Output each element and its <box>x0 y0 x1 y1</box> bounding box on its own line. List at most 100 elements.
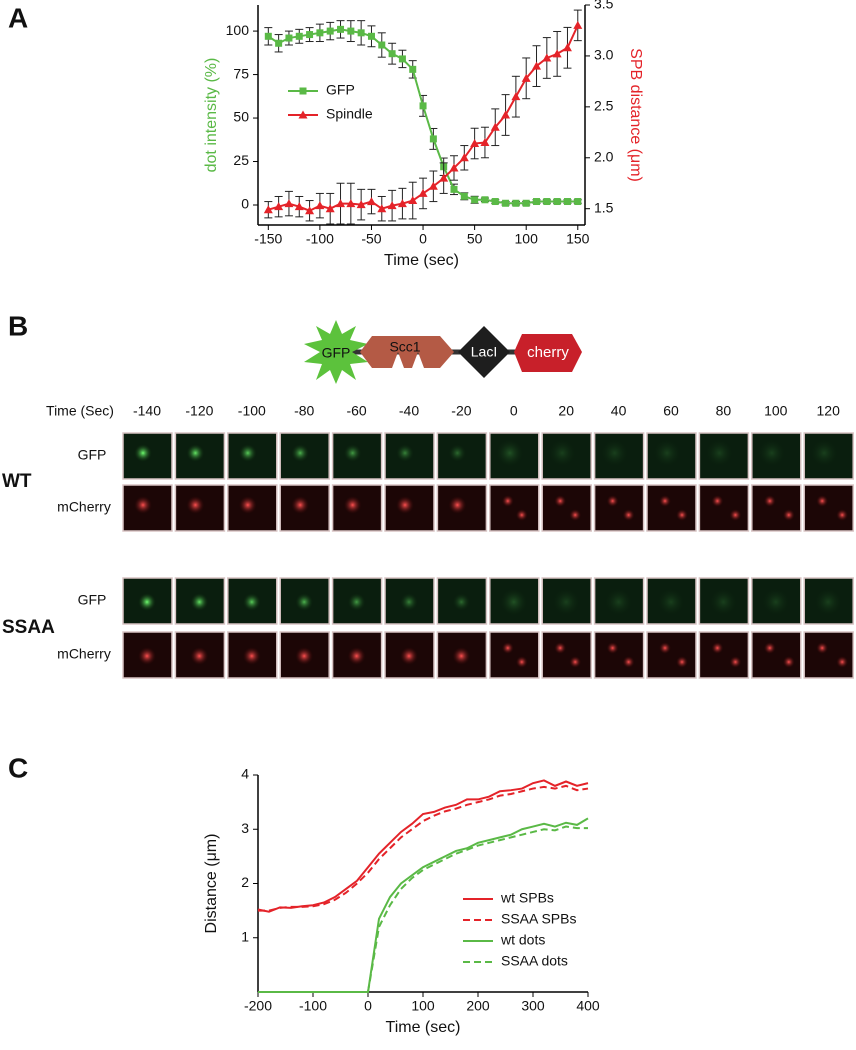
fluorescent-spot <box>295 647 314 665</box>
legend-label: Spindle <box>326 106 373 122</box>
fluorescent-spot <box>705 439 734 467</box>
micrograph <box>593 631 645 679</box>
marker <box>552 49 562 58</box>
time-label: 60 <box>663 403 679 419</box>
x-tick-label: -100 <box>306 231 334 247</box>
panel-label: C <box>8 752 28 783</box>
marker <box>450 185 458 193</box>
fluorescent-spot <box>400 593 418 611</box>
marker <box>378 41 386 49</box>
strain-label: WT <box>2 471 32 492</box>
fluorescent-spot <box>238 496 257 514</box>
marker <box>502 199 510 207</box>
channel-label: mCherry <box>57 499 111 515</box>
fluorescent-spot <box>347 593 366 611</box>
marker <box>326 27 334 35</box>
fluorescent-spot <box>782 656 795 668</box>
time-label: 20 <box>558 403 574 419</box>
legend-label: SSAA SPBs <box>501 911 576 927</box>
fluorescent-spot <box>761 588 790 616</box>
x-tick-label: -200 <box>244 998 272 1014</box>
fluorescent-spot <box>763 495 776 507</box>
construct-label: cherry <box>527 344 569 361</box>
marker <box>542 53 552 62</box>
fluorescent-spot <box>347 647 366 665</box>
marker <box>573 20 583 29</box>
fluorescent-spot <box>452 647 471 665</box>
y-tick-label: 100 <box>226 22 250 38</box>
fluorescent-spot <box>400 647 418 665</box>
marker <box>419 102 427 110</box>
marker <box>481 196 489 204</box>
marker <box>460 192 468 200</box>
marker <box>285 34 293 42</box>
marker <box>305 206 315 215</box>
marker <box>274 202 284 211</box>
series-line <box>258 784 589 912</box>
y2-tick-label: 3.0 <box>594 47 614 63</box>
fluorescent-spot <box>242 647 261 665</box>
x-tick-label: 100 <box>515 231 539 247</box>
marker <box>388 50 396 58</box>
legend-label: GFP <box>326 82 355 98</box>
marker <box>543 198 551 206</box>
fluorescent-spot <box>816 642 829 654</box>
fluorescent-spot <box>515 656 528 668</box>
y2-tick-label: 3.5 <box>594 0 614 12</box>
marker <box>284 199 294 208</box>
fluorescent-spot <box>659 642 671 654</box>
marker <box>449 163 459 172</box>
x-tick-label: 50 <box>467 231 483 247</box>
marker <box>366 197 376 206</box>
marker <box>377 204 387 213</box>
panel-label: A <box>8 2 28 33</box>
fluorescent-spot <box>501 495 514 507</box>
micrograph <box>698 484 750 532</box>
fluorescent-spot <box>763 642 776 654</box>
y-axis-label: Distance (μm) <box>203 834 220 934</box>
fluorescent-spot <box>291 496 310 514</box>
scc1-shape <box>360 336 454 368</box>
marker <box>562 43 572 52</box>
micrograph <box>541 631 592 679</box>
fluorescent-spot <box>569 509 582 521</box>
y2-tick-label: 2.5 <box>594 98 614 114</box>
fluorescent-spot <box>606 642 619 654</box>
fluorescent-spot <box>711 642 724 654</box>
fluorescent-spot <box>836 656 849 668</box>
y-tick-label: 2 <box>241 874 249 890</box>
time-label: -120 <box>185 403 213 419</box>
fluorescent-spot <box>186 444 205 462</box>
fluorescent-spot <box>676 509 688 521</box>
time-label: -60 <box>346 403 366 419</box>
channel-label: GFP <box>78 447 107 463</box>
fluorescent-spot <box>729 509 742 521</box>
y-tick-label: 75 <box>233 65 249 81</box>
marker <box>563 198 571 206</box>
fluorescent-spot <box>816 495 829 507</box>
time-label: 0 <box>510 403 518 419</box>
x-tick-label: 200 <box>466 998 490 1014</box>
fluorescent-spot <box>343 496 362 514</box>
micrograph <box>803 484 854 532</box>
micrograph <box>751 631 802 679</box>
marker <box>418 188 428 197</box>
fluorescent-spot <box>569 656 582 668</box>
y-tick-label: 3 <box>241 820 249 836</box>
marker <box>325 204 335 213</box>
marker <box>409 65 417 73</box>
marker <box>471 196 479 204</box>
micrograph <box>803 631 854 679</box>
marker <box>357 29 365 37</box>
fluorescent-spot <box>238 444 257 462</box>
marker <box>367 32 375 40</box>
x-tick-label: -50 <box>361 231 381 247</box>
marker <box>315 201 325 210</box>
fluorescent-spot <box>448 496 467 514</box>
y2-tick-label: 1.5 <box>594 199 614 215</box>
fluorescent-spot <box>291 444 310 462</box>
y-tick-label: 25 <box>233 152 249 168</box>
series-line <box>258 825 588 993</box>
y-axis-label: dot intensity (%) <box>203 58 220 173</box>
